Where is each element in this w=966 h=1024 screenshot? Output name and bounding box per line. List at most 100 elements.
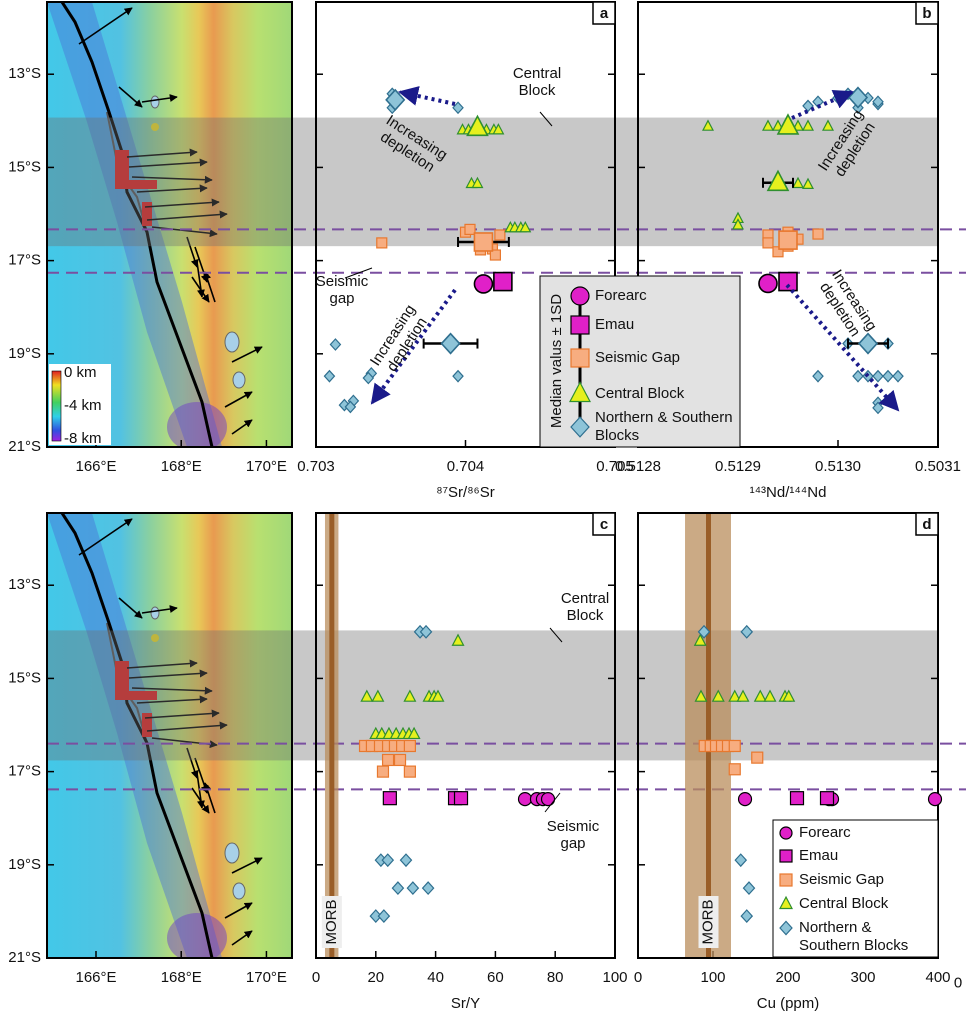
panel-label: c <box>600 516 608 533</box>
colorbar-label: -8 km <box>64 430 102 447</box>
legend-marker <box>779 849 793 863</box>
data-point <box>711 689 725 702</box>
y-tick-label: 21°S <box>8 949 41 966</box>
median-point <box>776 113 800 135</box>
data-point <box>451 633 465 646</box>
data-point <box>751 751 764 764</box>
x-tick-label: 0.705 <box>596 458 634 475</box>
legend-marker <box>779 826 793 840</box>
data-point <box>452 101 464 115</box>
y-tick-label: 15°S <box>8 669 41 686</box>
colorbar <box>51 370 62 442</box>
data-point <box>728 739 741 753</box>
x-tick-label: 170°E <box>246 458 287 475</box>
legend-marker <box>570 416 590 438</box>
data-point <box>464 223 476 235</box>
data-point <box>381 753 395 767</box>
legend-marker <box>570 315 590 335</box>
data-point <box>494 229 506 241</box>
data-point <box>697 624 711 639</box>
data-point <box>762 119 774 131</box>
colorbar-label: -4 km <box>64 397 102 414</box>
data-point <box>782 689 796 702</box>
trend-arrow <box>791 89 854 120</box>
x-tick-label: 0 <box>634 969 642 986</box>
legend-label: Emau <box>799 847 839 864</box>
annotation: Central Block <box>512 65 562 99</box>
x-tick-label: 166°E <box>75 969 116 986</box>
x-tick-label: 20 <box>367 969 384 986</box>
data-point <box>740 624 754 639</box>
data-point <box>872 95 884 109</box>
median-point <box>473 274 494 294</box>
plot-frame <box>315 512 616 959</box>
x-tick-label: 0.5129 <box>715 458 761 475</box>
annotation: Seismic gap <box>315 273 369 307</box>
legend-label: Forearc <box>799 824 851 841</box>
x-tick-label: 80 <box>547 969 564 986</box>
panel-label: b <box>922 5 931 22</box>
x-tick-label: 400 <box>925 969 950 986</box>
plot-frame <box>46 1 293 448</box>
data-point <box>728 689 742 702</box>
data-point <box>892 369 904 383</box>
legend-label: Seismic Gap <box>799 871 885 888</box>
data-point <box>702 119 714 131</box>
median-point <box>766 169 790 192</box>
colorbar-label: 0 km <box>64 364 97 381</box>
median-point <box>473 232 494 252</box>
data-point <box>812 369 824 383</box>
leader-line <box>539 111 553 127</box>
data-point <box>431 689 445 702</box>
data-point <box>762 237 774 249</box>
x-tick-label: 0.5130 <box>815 458 861 475</box>
annotation: 0 <box>953 974 963 992</box>
trend-arrow <box>370 288 457 405</box>
data-point <box>517 792 533 807</box>
annotation: Seismic gap <box>546 818 600 852</box>
data-point <box>393 753 407 767</box>
data-point <box>391 881 405 896</box>
data-point <box>421 881 435 896</box>
x-tick-label: 100 <box>602 969 627 986</box>
data-point <box>377 909 391 924</box>
x-tick-label: 0 <box>312 969 320 986</box>
data-point <box>737 792 753 807</box>
x-tick-label: 168°E <box>161 969 202 986</box>
data-point <box>403 765 416 778</box>
data-point <box>399 853 413 868</box>
x-tick-label: 0.5128 <box>615 458 661 475</box>
morb-label-box <box>321 896 342 948</box>
morb-label-box <box>698 896 719 948</box>
data-point <box>812 228 824 240</box>
data-point <box>376 765 390 778</box>
legend-marker <box>779 873 793 887</box>
data-point <box>789 791 805 806</box>
data-point <box>694 689 708 702</box>
panel-label-box <box>915 1 939 25</box>
data-point <box>792 176 804 189</box>
y-tick-label: 13°S <box>8 576 41 593</box>
y-tick-label: 19°S <box>8 345 41 362</box>
x-axis-title: ⁸⁷Sr/⁸⁶Sr <box>436 484 494 501</box>
x-tick-label: 60 <box>487 969 504 986</box>
x-axis-title: ¹⁴³Nd/¹⁴⁴Nd <box>750 484 827 501</box>
legend-label: Central Block <box>595 385 685 402</box>
panel-label-box <box>915 512 939 536</box>
data-point <box>453 791 469 806</box>
x-tick-label: 0.5031 <box>915 458 961 475</box>
legend-marker <box>779 895 793 910</box>
x-tick-label: 300 <box>850 969 875 986</box>
morb-layer: MORB MORB <box>321 514 731 957</box>
leader-line <box>549 627 563 643</box>
data-point <box>492 123 505 135</box>
median-point <box>778 271 798 292</box>
morb-label: MORB <box>323 900 340 945</box>
median-point <box>857 332 879 355</box>
x-tick-label: 200 <box>775 969 800 986</box>
overlay: 0 km -4 km -8 km a b c d Median valus ± 1SD <box>49 1 939 958</box>
data-point <box>819 791 835 806</box>
legend-marker <box>570 348 590 368</box>
x-tick-label: 100 <box>700 969 725 986</box>
